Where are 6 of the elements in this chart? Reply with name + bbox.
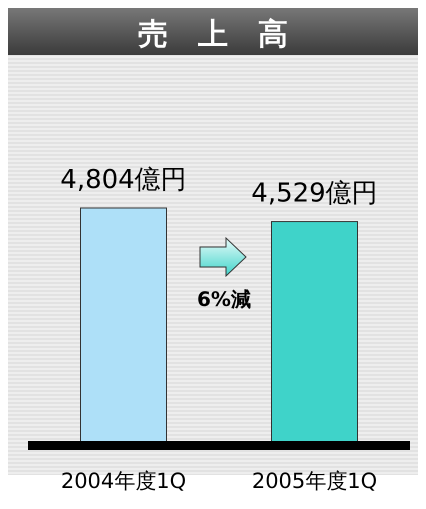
x-tick-label: 2005年度1Q (252, 469, 378, 493)
annotation: 6%減 (197, 287, 251, 311)
chart-title: 売 上 高 (138, 17, 288, 52)
x-tick-label: 2004年度1Q (60, 469, 186, 493)
data-label: 4,529億円 (251, 178, 378, 209)
data-label: 4,804億円 (60, 165, 187, 195)
